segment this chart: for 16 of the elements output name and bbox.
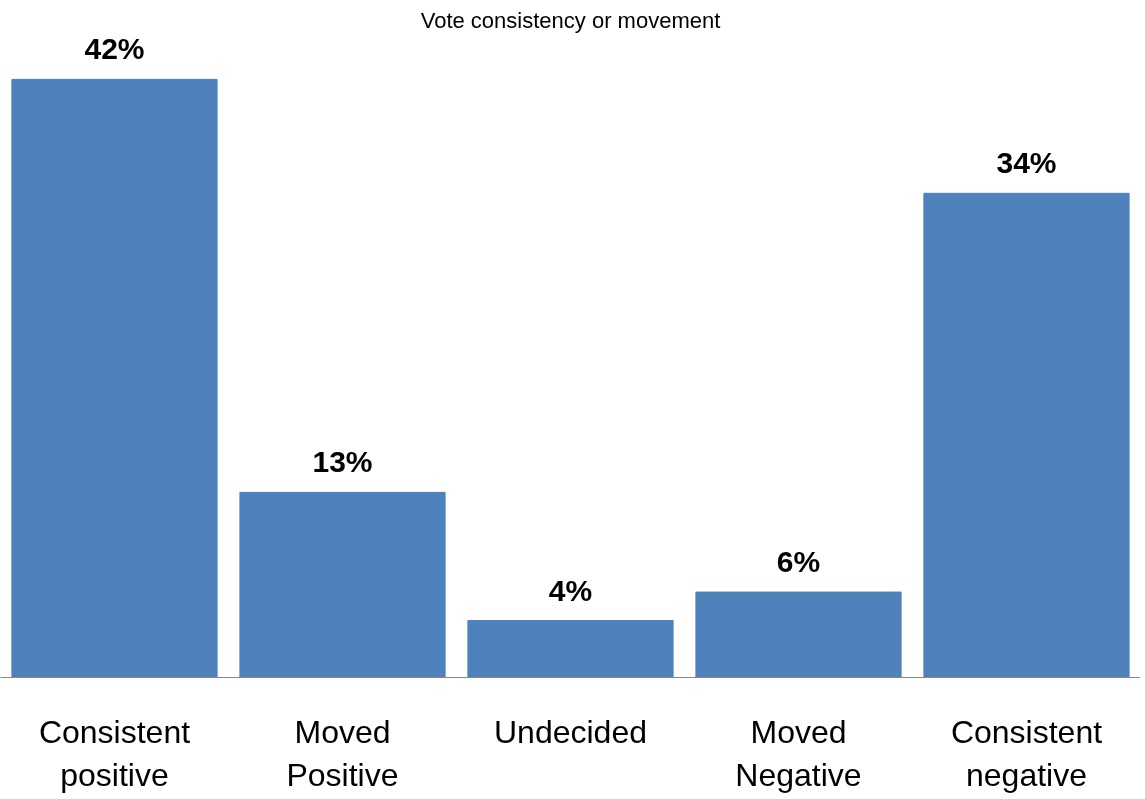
data-label: 34% (996, 146, 1057, 180)
bar (239, 491, 446, 678)
x-tick-label: Moved Negative (735, 713, 862, 793)
data-label: 13% (312, 445, 373, 479)
x-tick-label: Undecided (494, 713, 647, 750)
x-tick-label: Moved Positive (286, 713, 399, 793)
bar (467, 620, 674, 678)
bar (695, 591, 902, 678)
data-label: 42% (84, 32, 145, 66)
bar (11, 78, 218, 678)
x-tick-label: Consistent positive (38, 713, 191, 793)
chart-title: Vote consistency or movement (420, 7, 721, 33)
bar (923, 192, 1130, 678)
x-tick-label: Consistent negative (950, 713, 1103, 793)
data-label: 6% (776, 545, 821, 579)
data-label: 4% (548, 573, 593, 607)
